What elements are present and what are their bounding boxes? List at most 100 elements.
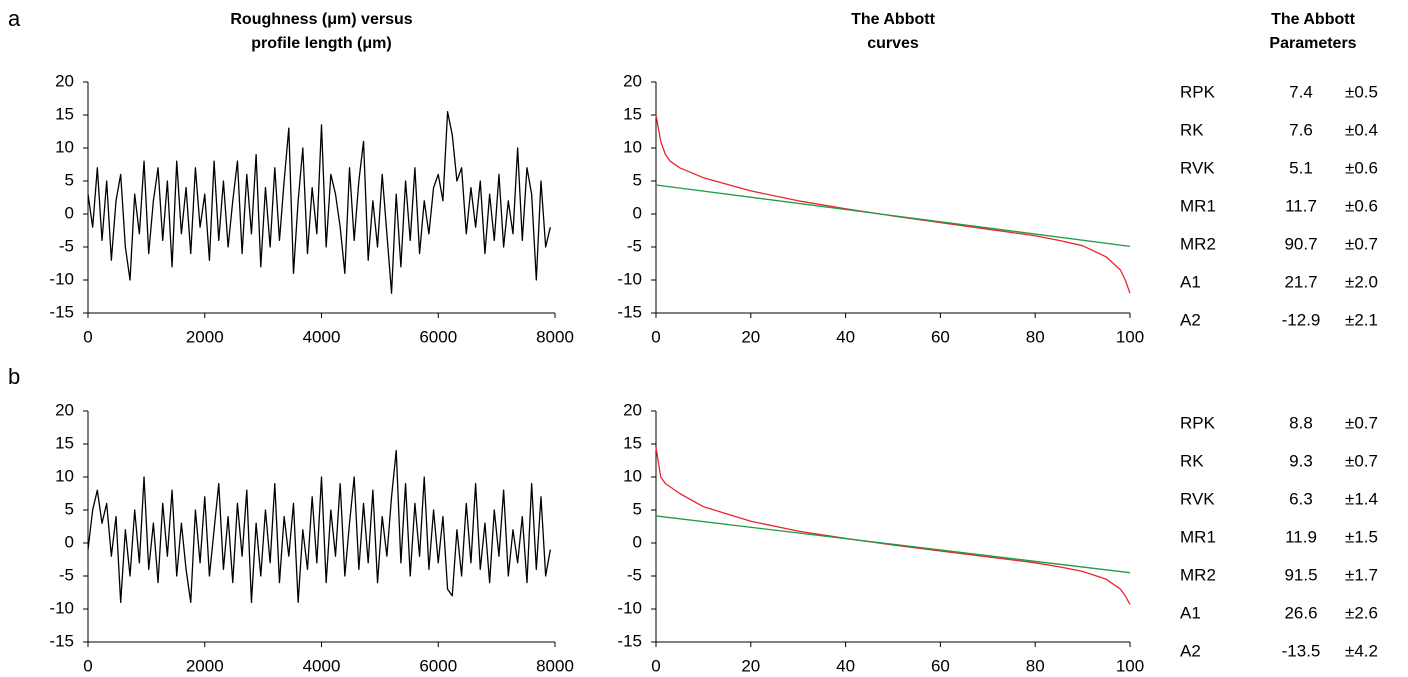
chart-title: profile length (μm)	[251, 35, 391, 52]
y-tick-label: -15	[617, 631, 642, 650]
y-tick-label: -15	[49, 302, 74, 321]
param-value: 11.7	[1285, 196, 1317, 215]
data-line	[87, 111, 551, 294]
param-error: ±0.4	[1345, 120, 1378, 139]
param-error: ±4.2	[1345, 641, 1378, 660]
param-value: 7.4	[1289, 82, 1313, 101]
param-value: -13.5	[1282, 641, 1321, 660]
data-line	[655, 114, 1131, 294]
param-value: 5.1	[1289, 158, 1313, 177]
x-tick-label: 100	[1116, 327, 1144, 346]
param-name: RK	[1180, 451, 1204, 470]
x-tick-label: 40	[836, 656, 855, 675]
y-tick-label: 20	[55, 71, 74, 90]
x-tick-label: 100	[1116, 656, 1144, 675]
param-error: ±1.5	[1345, 527, 1378, 546]
param-name: A1	[1180, 603, 1201, 622]
x-tick-label: 80	[1026, 656, 1045, 675]
param-error: ±0.7	[1345, 413, 1378, 432]
x-tick-label: 2000	[186, 656, 224, 675]
x-tick-label: 2000	[186, 327, 224, 346]
param-value: 26.6	[1284, 603, 1317, 622]
table-title: Parameters	[1269, 35, 1356, 52]
y-tick-label: -10	[49, 598, 74, 617]
x-tick-label: 20	[741, 327, 760, 346]
y-tick-label: 20	[623, 71, 642, 90]
y-tick-label: -5	[59, 236, 74, 255]
y-tick-label: 5	[633, 499, 642, 518]
y-tick-label: 20	[623, 400, 642, 419]
param-value: 11.9	[1285, 527, 1317, 546]
data-line	[87, 449, 551, 604]
y-tick-label: 0	[65, 532, 74, 551]
param-value: 90.7	[1284, 234, 1317, 253]
param-value: 8.8	[1289, 413, 1313, 432]
table-title: The Abbott	[1271, 11, 1356, 28]
param-name: MR1	[1180, 527, 1216, 546]
y-tick-label: -15	[617, 302, 642, 321]
x-tick-label: 0	[83, 327, 92, 346]
x-tick-label: 60	[931, 656, 950, 675]
data-line	[655, 515, 1131, 574]
x-tick-label: 8000	[536, 656, 574, 675]
param-name: RPK	[1180, 413, 1216, 432]
param-value: -12.9	[1282, 310, 1321, 329]
param-name: MR2	[1180, 234, 1216, 253]
y-tick-label: 0	[633, 532, 642, 551]
x-tick-label: 4000	[303, 656, 341, 675]
x-tick-label: 0	[651, 327, 660, 346]
x-tick-label: 60	[931, 327, 950, 346]
y-tick-label: 5	[65, 170, 74, 189]
x-tick-label: 6000	[419, 656, 457, 675]
chart-title: The Abbott	[851, 11, 936, 28]
param-value: 9.3	[1289, 451, 1313, 470]
y-tick-label: 15	[623, 433, 642, 452]
y-tick-label: 15	[55, 433, 74, 452]
y-tick-label: 10	[623, 137, 642, 156]
x-tick-label: 0	[651, 656, 660, 675]
y-tick-label: -10	[617, 269, 642, 288]
y-tick-label: 15	[623, 104, 642, 123]
param-error: ±0.6	[1345, 196, 1378, 215]
param-error: ±0.7	[1345, 234, 1378, 253]
y-tick-label: 15	[55, 104, 74, 123]
param-name: A2	[1180, 641, 1201, 660]
param-value: 7.6	[1289, 120, 1313, 139]
y-tick-label: 5	[65, 499, 74, 518]
x-tick-label: 0	[83, 656, 92, 675]
param-name: A1	[1180, 272, 1201, 291]
y-tick-label: 10	[55, 466, 74, 485]
panel-label: b	[8, 364, 20, 389]
param-value: 91.5	[1284, 565, 1317, 584]
y-tick-label: -5	[627, 565, 642, 584]
y-tick-label: -5	[59, 565, 74, 584]
panel-label: a	[8, 6, 21, 31]
param-error: ±1.4	[1345, 489, 1378, 508]
param-name: RVK	[1180, 158, 1215, 177]
y-tick-label: 0	[65, 203, 74, 222]
y-tick-label: 0	[633, 203, 642, 222]
y-tick-label: 5	[633, 170, 642, 189]
param-value: 6.3	[1289, 489, 1313, 508]
param-error: ±2.1	[1345, 310, 1378, 329]
y-tick-label: -10	[617, 598, 642, 617]
param-error: ±0.7	[1345, 451, 1378, 470]
data-line	[655, 447, 1131, 605]
param-error: ±2.0	[1345, 272, 1378, 291]
x-tick-label: 80	[1026, 327, 1045, 346]
x-tick-label: 20	[741, 656, 760, 675]
y-tick-label: -15	[49, 631, 74, 650]
y-tick-label: -10	[49, 269, 74, 288]
param-name: A2	[1180, 310, 1201, 329]
y-tick-label: -5	[627, 236, 642, 255]
param-value: 21.7	[1284, 272, 1317, 291]
param-name: MR1	[1180, 196, 1216, 215]
chart-title: Roughness (μm) versus	[230, 11, 412, 28]
param-error: ±0.5	[1345, 82, 1378, 101]
x-tick-label: 40	[836, 327, 855, 346]
param-error: ±1.7	[1345, 565, 1378, 584]
param-name: RK	[1180, 120, 1204, 139]
param-error: ±0.6	[1345, 158, 1378, 177]
param-error: ±2.6	[1345, 603, 1378, 622]
